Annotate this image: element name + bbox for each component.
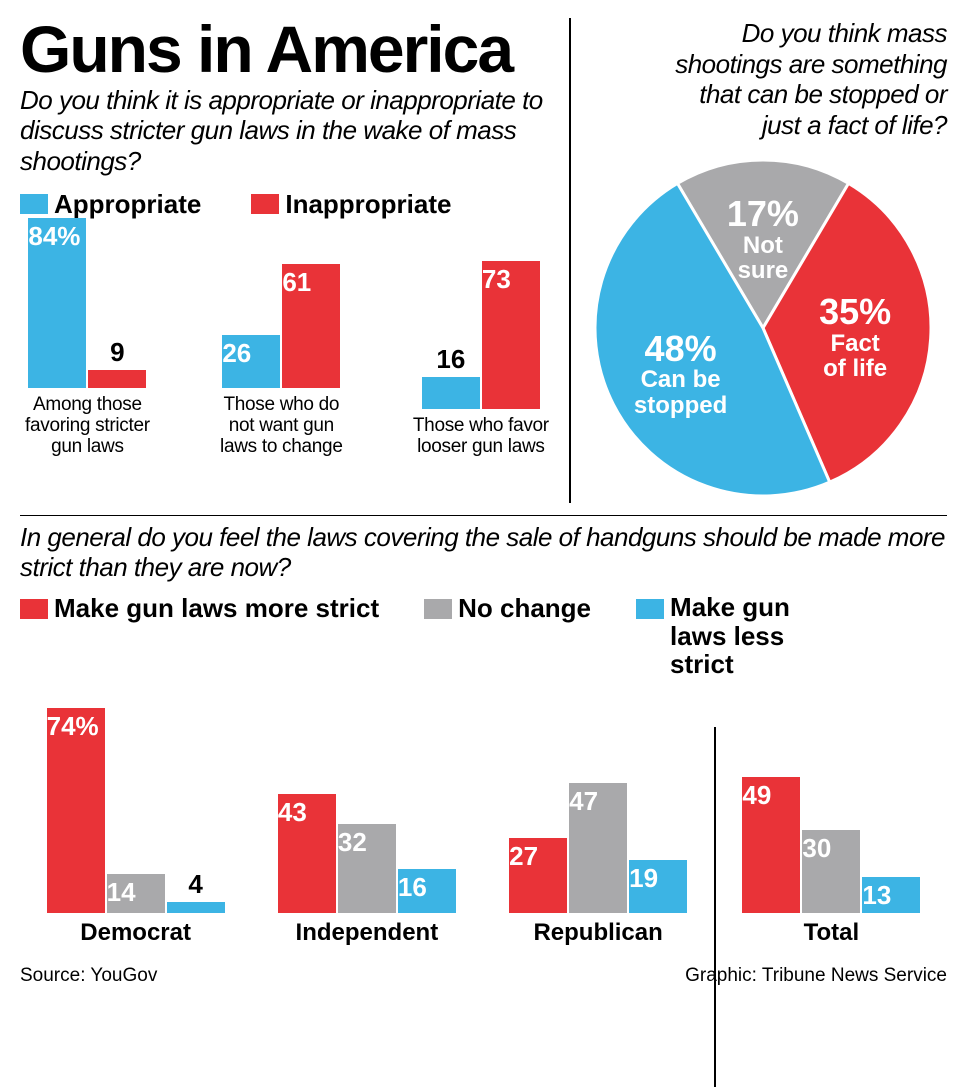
top-section: Guns in America Do you think it is appro… bbox=[20, 18, 947, 503]
legend-inappropriate-label: Inappropriate bbox=[285, 189, 451, 220]
group-label: Among thosefavoring strictergun laws bbox=[25, 394, 150, 458]
q2-text: In general do you feel the laws covering… bbox=[20, 522, 947, 583]
legend-strict: Make gun laws more strict bbox=[20, 593, 379, 679]
party-label: Democrat bbox=[80, 919, 191, 947]
legend-strict-label: Make gun laws more strict bbox=[54, 593, 379, 624]
q1-legend: Appropriate Inappropriate bbox=[20, 189, 554, 220]
q1-text: Do you think it is appropriate or inappr… bbox=[20, 85, 554, 177]
top-right-panel: Do you think massshootings are something… bbox=[569, 18, 947, 503]
legend-nochange: No change bbox=[424, 593, 591, 679]
credit-text: Graphic: Tribune News Service bbox=[685, 965, 947, 987]
pie-slice-label: 48%Can bestopped bbox=[611, 330, 751, 418]
bar-group: 1673Those who favorlooser gun laws bbox=[413, 239, 549, 458]
swatch-red bbox=[251, 194, 279, 214]
pie-slice-label: 17%Notsure bbox=[693, 195, 833, 283]
bar-group: 84%9Among thosefavoring strictergun laws bbox=[25, 218, 150, 458]
legend-appropriate: Appropriate bbox=[20, 189, 201, 220]
q2-legend: Make gun laws more strict No change Make… bbox=[20, 593, 947, 679]
party-group: 493013Total bbox=[716, 708, 947, 947]
footer: Source: YouGov Graphic: Tribune News Ser… bbox=[20, 965, 947, 987]
q2-bar-chart: 74%144Democrat433216Independent274719Rep… bbox=[20, 687, 947, 947]
legend-nochange-label: No change bbox=[458, 593, 591, 624]
party-label: Total bbox=[804, 919, 860, 947]
q1-bar-chart: 84%9Among thosefavoring strictergun laws… bbox=[20, 228, 554, 458]
pie-question: Do you think massshootings are something… bbox=[579, 18, 947, 141]
swatch-gray bbox=[424, 599, 452, 619]
bar-group: 2661Those who donot want gunlaws to chan… bbox=[220, 218, 343, 458]
party-group: 433216Independent bbox=[251, 708, 482, 947]
legend-less: Make gunlaws lessstrict bbox=[636, 593, 790, 679]
top-left-panel: Guns in America Do you think it is appro… bbox=[20, 18, 554, 503]
swatch-blue bbox=[20, 194, 48, 214]
legend-appropriate-label: Appropriate bbox=[54, 189, 201, 220]
main-title: Guns in America bbox=[20, 18, 554, 81]
swatch-blue bbox=[636, 599, 664, 619]
party-group: 274719Republican bbox=[483, 708, 714, 947]
party-group: 74%144Democrat bbox=[20, 708, 251, 947]
group-label: Those who favorlooser gun laws bbox=[413, 415, 549, 458]
section-divider bbox=[20, 515, 947, 516]
group-label: Those who donot want gunlaws to change bbox=[220, 394, 343, 458]
source-text: Source: YouGov bbox=[20, 965, 157, 987]
vertical-divider-top bbox=[569, 18, 571, 503]
pie-slice-label: 35%Factof life bbox=[785, 293, 925, 381]
party-label: Republican bbox=[533, 919, 662, 947]
vertical-divider-bottom bbox=[714, 727, 716, 1087]
legend-less-label: Make gunlaws lessstrict bbox=[670, 593, 790, 679]
party-label: Independent bbox=[296, 919, 439, 947]
legend-inappropriate: Inappropriate bbox=[251, 189, 451, 220]
swatch-red bbox=[20, 599, 48, 619]
pie-chart: 17%Notsure 35%Factof life 48%Can bestopped bbox=[588, 153, 938, 503]
